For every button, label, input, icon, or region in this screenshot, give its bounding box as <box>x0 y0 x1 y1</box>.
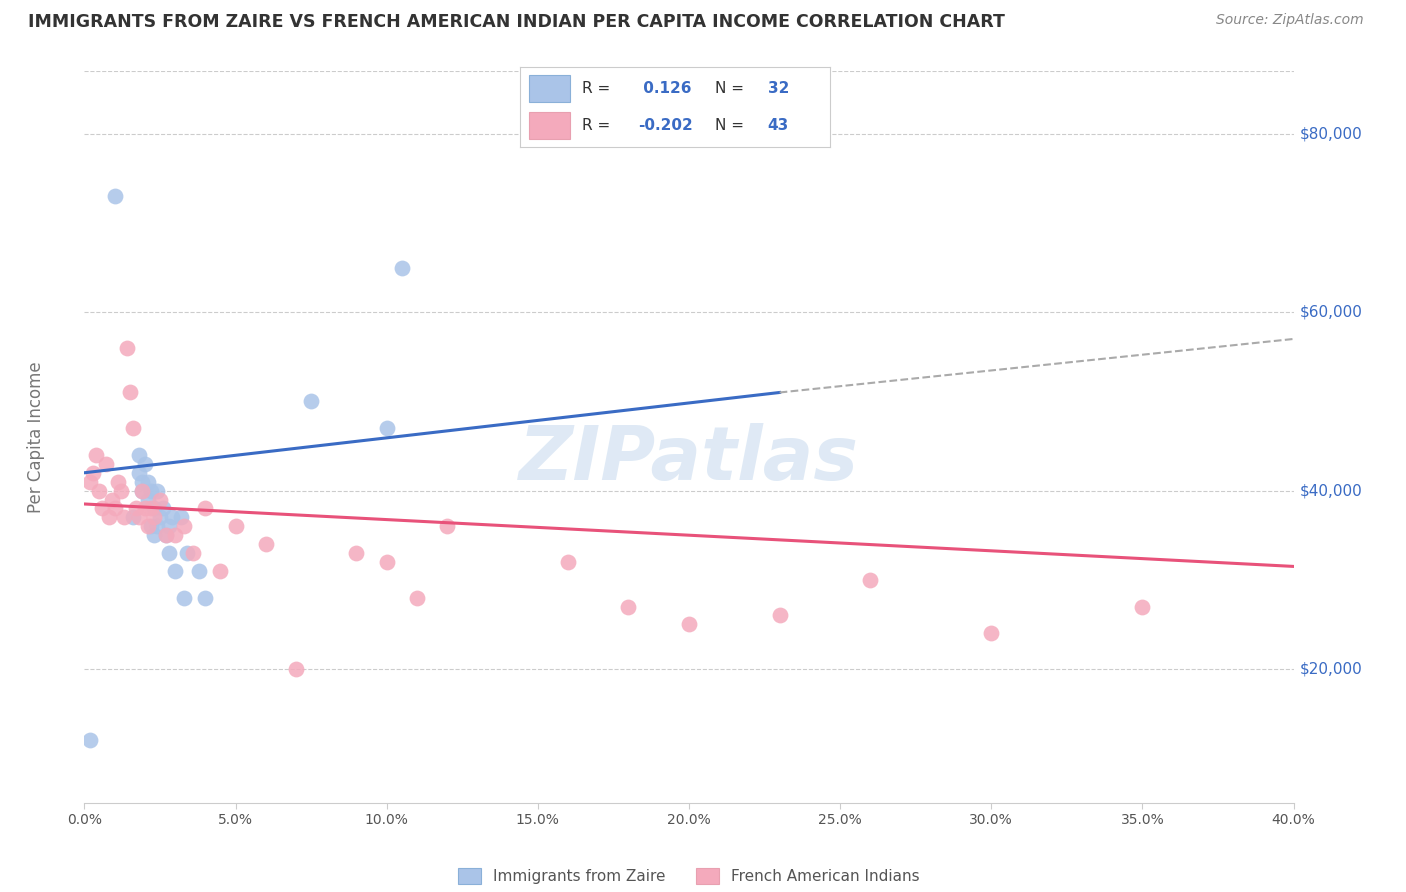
Text: $40,000: $40,000 <box>1299 483 1362 498</box>
Point <box>173 591 195 605</box>
Point <box>375 555 398 569</box>
Point <box>89 483 111 498</box>
Point <box>79 475 101 489</box>
Text: Per Capita Income: Per Capita Income <box>27 361 45 513</box>
Text: 43: 43 <box>768 118 789 133</box>
Point <box>155 528 177 542</box>
Point <box>82 466 104 480</box>
Point <box>110 483 132 498</box>
Point <box>678 617 700 632</box>
Point <box>107 475 129 489</box>
Point <box>104 189 127 203</box>
Point <box>112 510 135 524</box>
Point <box>160 510 183 524</box>
Text: -0.202: -0.202 <box>638 118 693 133</box>
Point <box>131 483 153 498</box>
Point <box>128 448 150 462</box>
Point <box>142 510 165 524</box>
Point <box>131 475 153 489</box>
Point <box>139 501 162 516</box>
Text: IMMIGRANTS FROM ZAIRE VS FRENCH AMERICAN INDIAN PER CAPITA INCOME CORRELATION CH: IMMIGRANTS FROM ZAIRE VS FRENCH AMERICAN… <box>28 13 1005 31</box>
Point <box>391 260 413 275</box>
Legend: Immigrants from Zaire, French American Indians: Immigrants from Zaire, French American I… <box>451 862 927 890</box>
Point <box>254 537 277 551</box>
Point <box>181 546 204 560</box>
Point <box>146 519 169 533</box>
Point <box>139 519 162 533</box>
Point <box>346 546 368 560</box>
Point <box>115 341 138 355</box>
Text: N =: N = <box>716 118 744 133</box>
Text: $60,000: $60,000 <box>1299 305 1362 319</box>
Point <box>91 501 114 516</box>
Point <box>142 528 165 542</box>
Point <box>209 564 232 578</box>
Point <box>406 591 429 605</box>
FancyBboxPatch shape <box>530 75 569 103</box>
Point <box>136 475 159 489</box>
Point <box>769 608 792 623</box>
Point <box>436 519 458 533</box>
Point <box>142 501 165 516</box>
FancyBboxPatch shape <box>530 112 569 139</box>
Point <box>128 466 150 480</box>
Point <box>557 555 579 569</box>
Text: 0.126: 0.126 <box>638 81 692 96</box>
Point <box>188 564 211 578</box>
Point <box>157 519 180 533</box>
Point <box>86 448 108 462</box>
Point <box>131 483 153 498</box>
Text: ZIPatlas: ZIPatlas <box>519 423 859 496</box>
Point <box>100 492 122 507</box>
Point <box>136 519 159 533</box>
Point <box>194 501 217 516</box>
Point <box>173 519 195 533</box>
Text: R =: R = <box>582 118 610 133</box>
Point <box>118 385 141 400</box>
Point <box>121 510 143 524</box>
Point <box>165 528 187 542</box>
Point <box>97 510 120 524</box>
Point <box>152 501 174 516</box>
Point <box>128 510 150 524</box>
Point <box>299 394 322 409</box>
Point <box>149 510 172 524</box>
Point <box>285 662 308 676</box>
Text: $80,000: $80,000 <box>1299 127 1362 141</box>
Point <box>139 483 162 498</box>
Point <box>1130 599 1153 614</box>
Text: N =: N = <box>716 81 744 96</box>
Point <box>125 501 148 516</box>
Point <box>176 546 198 560</box>
Point <box>155 528 177 542</box>
Point <box>149 492 172 507</box>
Point <box>136 492 159 507</box>
Point <box>225 519 247 533</box>
Point <box>170 510 193 524</box>
Text: 32: 32 <box>768 81 789 96</box>
Point <box>769 109 792 123</box>
Point <box>94 457 117 471</box>
Point <box>121 421 143 435</box>
Point <box>104 501 127 516</box>
Point <box>79 733 101 747</box>
Text: R =: R = <box>582 81 610 96</box>
Point <box>157 546 180 560</box>
Point <box>146 483 169 498</box>
Point <box>194 591 217 605</box>
Point <box>859 573 882 587</box>
Point <box>134 457 156 471</box>
Point <box>134 501 156 516</box>
Text: Source: ZipAtlas.com: Source: ZipAtlas.com <box>1216 13 1364 28</box>
Point <box>617 599 640 614</box>
Point <box>980 626 1002 640</box>
Text: $20,000: $20,000 <box>1299 662 1362 676</box>
Point <box>375 421 398 435</box>
Point <box>165 564 187 578</box>
